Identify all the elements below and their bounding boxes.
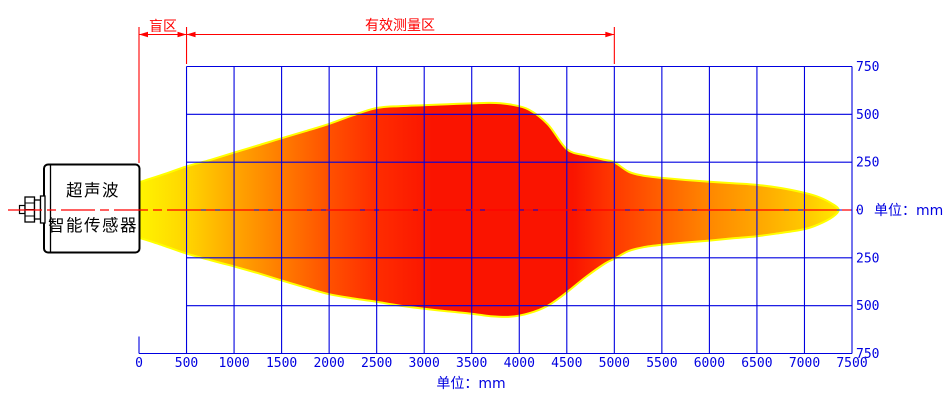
y-tick-label: 500 bbox=[856, 299, 879, 314]
y-tick-label: 250 bbox=[856, 156, 879, 171]
effective-zone-label: 有效测量区 bbox=[365, 18, 435, 34]
x-tick-label: 4500 bbox=[551, 356, 582, 371]
x-tick-label: 4000 bbox=[504, 356, 535, 371]
x-axis-unit-label: 单位：mm bbox=[436, 376, 505, 392]
y-axis-unit-label: 单位：mm bbox=[874, 203, 943, 219]
y-tick-label: 250 bbox=[856, 251, 879, 266]
x-tick-label: 7000 bbox=[789, 356, 820, 371]
x-tick-label: 3000 bbox=[409, 356, 440, 371]
dimension-annotations bbox=[138, 27, 615, 163]
x-tick-label: 2500 bbox=[361, 356, 392, 371]
x-tick-label: 1500 bbox=[266, 356, 297, 371]
dimension-arrow bbox=[605, 31, 615, 38]
x-tick-label: 5500 bbox=[646, 356, 677, 371]
x-tick-label: 6000 bbox=[694, 356, 725, 371]
sensor-body bbox=[43, 163, 141, 254]
dimension-arrow bbox=[139, 31, 148, 38]
x-tick-label: 1000 bbox=[218, 356, 249, 371]
x-tick-label: 7500 bbox=[836, 356, 867, 371]
sensor-drawing: 超声波 智能传感器 bbox=[18, 163, 141, 254]
x-tick-label: 3500 bbox=[456, 356, 487, 371]
x-tick-label: 0 bbox=[135, 356, 143, 371]
x-tick-label: 6500 bbox=[741, 356, 772, 371]
y-tick-label: 750 bbox=[856, 347, 879, 362]
dimension-arrow bbox=[177, 31, 187, 38]
y-tick-label: 750 bbox=[856, 60, 879, 75]
sensor-label-line1: 超声波 bbox=[66, 181, 120, 200]
y-tick-label: 500 bbox=[856, 108, 879, 123]
x-tick-label: 2000 bbox=[313, 356, 344, 371]
x-tick-label: 5000 bbox=[599, 356, 630, 371]
axis-tick-labels: 0 500 1000 1500 2000 2500 3000 3500 4000 4500 5000… bbox=[135, 60, 879, 371]
x-tick-label: 500 bbox=[175, 356, 198, 371]
dimension-arrow bbox=[186, 31, 196, 38]
y-tick-label: 0 bbox=[856, 204, 864, 219]
blind-zone-label: 盲区 bbox=[149, 18, 177, 35]
sensor-label-line2: 智能传感器 bbox=[48, 216, 138, 235]
